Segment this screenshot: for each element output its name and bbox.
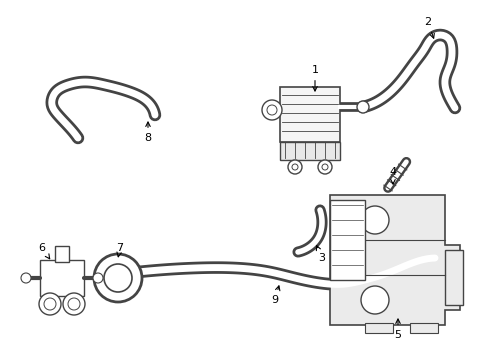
Polygon shape xyxy=(330,195,460,325)
Circle shape xyxy=(104,264,132,292)
Circle shape xyxy=(39,293,61,315)
Circle shape xyxy=(44,298,56,310)
Bar xyxy=(280,142,340,160)
Circle shape xyxy=(68,298,80,310)
Text: 7: 7 xyxy=(117,243,123,257)
Text: 4: 4 xyxy=(390,167,396,184)
Circle shape xyxy=(292,164,298,170)
Bar xyxy=(330,200,365,280)
Circle shape xyxy=(262,100,282,120)
Text: 3: 3 xyxy=(317,246,325,263)
Circle shape xyxy=(94,254,142,302)
Circle shape xyxy=(288,160,302,174)
Circle shape xyxy=(357,101,369,113)
Bar xyxy=(445,250,463,305)
Bar xyxy=(410,323,438,333)
Bar xyxy=(40,260,84,296)
Circle shape xyxy=(322,164,328,170)
Text: 8: 8 xyxy=(145,122,151,143)
Text: 9: 9 xyxy=(271,286,280,305)
Text: 5: 5 xyxy=(394,319,401,340)
Text: 1: 1 xyxy=(312,65,318,91)
Text: 2: 2 xyxy=(424,17,434,38)
Circle shape xyxy=(93,273,103,283)
Bar xyxy=(280,87,340,142)
Bar xyxy=(365,323,393,333)
Text: 6: 6 xyxy=(39,243,49,259)
Circle shape xyxy=(21,273,31,283)
Circle shape xyxy=(318,160,332,174)
Circle shape xyxy=(63,293,85,315)
Circle shape xyxy=(267,105,277,115)
Bar xyxy=(55,246,69,262)
Circle shape xyxy=(361,286,389,314)
Circle shape xyxy=(361,206,389,234)
